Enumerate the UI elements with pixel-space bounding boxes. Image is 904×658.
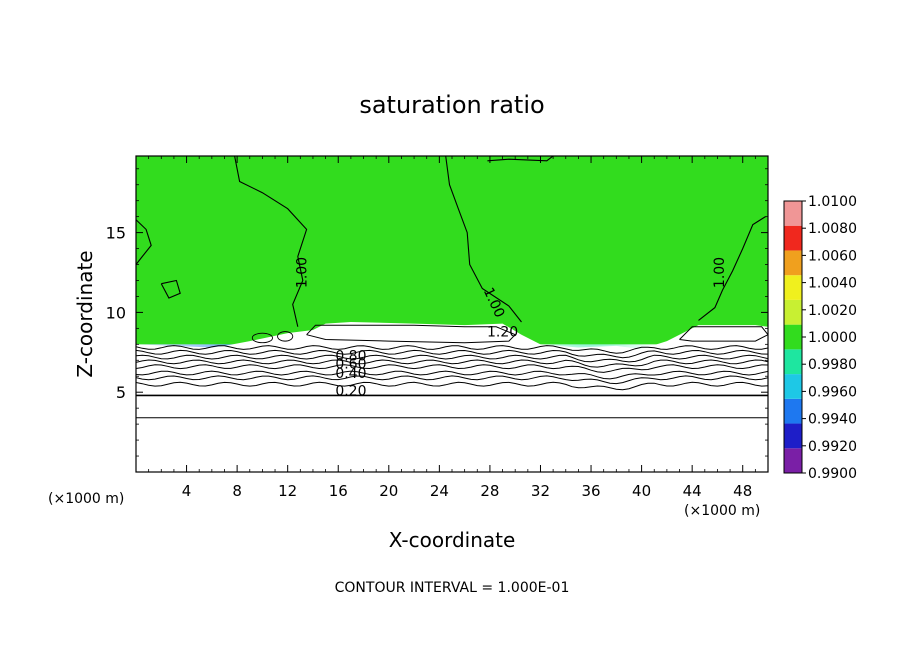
contour-label-3: 1.20 bbox=[487, 324, 518, 340]
colorbar-label-3: 0.9960 bbox=[808, 384, 857, 400]
y-tick-label-15: 15 bbox=[106, 224, 126, 243]
x-unit-label-left: (×1000 m) bbox=[48, 491, 124, 507]
x-tick-label-20: 20 bbox=[379, 482, 398, 500]
colored-regions bbox=[136, 156, 768, 351]
y-axis-ticks: 5 10 15 bbox=[106, 168, 768, 457]
colorbar-label-10: 1.0100 bbox=[808, 194, 857, 210]
chart-title: saturation ratio bbox=[359, 91, 544, 119]
x-tick-label-16: 16 bbox=[329, 482, 348, 500]
colorbar-cell-3 bbox=[784, 374, 802, 399]
isoline-1-00-0 bbox=[234, 156, 308, 327]
contour-label-0: 1.00 bbox=[295, 257, 311, 288]
plateau-contour-left bbox=[306, 324, 517, 344]
colorbar-label-4: 0.9980 bbox=[808, 357, 857, 373]
x-tick-label-48: 48 bbox=[733, 482, 752, 500]
x-tick-label-40: 40 bbox=[632, 482, 651, 500]
x-tick-label-36: 36 bbox=[581, 482, 600, 500]
contour-line-7 bbox=[136, 354, 768, 363]
colorbar-cell-7 bbox=[784, 275, 802, 300]
colorbar-label-7: 1.0040 bbox=[808, 276, 857, 292]
y-axis-label: Z-coordinate bbox=[73, 250, 97, 377]
region-0 bbox=[136, 156, 768, 345]
contour-line-8 bbox=[136, 349, 768, 359]
contour-label-6: 0.40 bbox=[335, 366, 366, 382]
contour-line-2 bbox=[136, 381, 768, 391]
isoline-1-00-5 bbox=[160, 279, 181, 299]
colorbar-label-1: 0.9920 bbox=[808, 439, 857, 455]
contour-line-4 bbox=[136, 370, 768, 380]
contour-line-5 bbox=[136, 364, 768, 373]
colorbar-label-9: 1.0080 bbox=[808, 221, 857, 237]
colorbar-cell-5 bbox=[784, 324, 802, 350]
colorbar: 0.9900 0.9920 0.9940 0.9960 0.9980 1.0000 1.00… bbox=[783, 194, 857, 482]
contour-labels: 1.001.001.001.200.800.600.400.20 bbox=[295, 257, 728, 399]
plateau-contour-right bbox=[679, 326, 768, 342]
colorbar-label-5: 1.0000 bbox=[808, 330, 857, 346]
colorbar-cell-2 bbox=[784, 398, 802, 424]
colorbar-label-0: 0.9900 bbox=[808, 466, 857, 482]
x-axis-ticks: 4 8 12 16 20 24 28 32 36 40 44 48 bbox=[148, 156, 756, 500]
isoline-1-00-4 bbox=[136, 219, 152, 265]
isoline-1-00-1 bbox=[445, 156, 522, 323]
contour-line-3 bbox=[136, 375, 768, 385]
x-tick-label-4: 4 bbox=[182, 482, 192, 500]
colorbar-cell-8 bbox=[784, 250, 802, 276]
cloud-contour-0 bbox=[251, 332, 273, 344]
x-tick-label-24: 24 bbox=[430, 482, 449, 500]
x-tick-label-12: 12 bbox=[278, 482, 297, 500]
x-unit-label-right: (×1000 m) bbox=[684, 503, 760, 519]
contour-lines bbox=[136, 156, 768, 419]
colorbar-cell-10 bbox=[784, 201, 802, 226]
x-tick-label-32: 32 bbox=[531, 482, 550, 500]
colorbar-cell-6 bbox=[784, 299, 802, 325]
plot-area: 1.001.001.001.200.800.600.400.20 bbox=[135, 155, 769, 473]
colorbar-cell-1 bbox=[784, 423, 802, 449]
x-tick-label-44: 44 bbox=[683, 482, 702, 500]
colorbar-cell-9 bbox=[784, 225, 802, 251]
contour-label-2: 1.00 bbox=[712, 257, 728, 288]
colorbar-label-8: 1.0060 bbox=[808, 248, 857, 264]
x-tick-label-28: 28 bbox=[480, 482, 499, 500]
x-tick-label-8: 8 bbox=[232, 482, 242, 500]
isoline-1-00-3 bbox=[487, 156, 554, 162]
cloud-contour-1 bbox=[277, 331, 294, 342]
colorbar-label-6: 1.0020 bbox=[808, 303, 857, 319]
y-tick-label-10: 10 bbox=[106, 303, 126, 322]
x-axis-label: X-coordinate bbox=[389, 528, 516, 552]
contour-line-6 bbox=[136, 359, 768, 368]
contour-line-9 bbox=[136, 345, 768, 354]
contour-interval-note: CONTOUR INTERVAL = 1.000E-01 bbox=[335, 580, 570, 596]
contour-label-5: 0.60 bbox=[335, 356, 366, 372]
isoline-1-00-2 bbox=[698, 216, 766, 321]
contour-label-4: 0.80 bbox=[335, 348, 366, 364]
y-tick-label-5: 5 bbox=[116, 383, 126, 402]
colorbar-cell-4 bbox=[784, 349, 802, 375]
contour-label-7: 0.20 bbox=[335, 383, 366, 399]
colorbar-cell-0 bbox=[784, 448, 802, 473]
colorbar-label-2: 0.9940 bbox=[808, 412, 857, 428]
